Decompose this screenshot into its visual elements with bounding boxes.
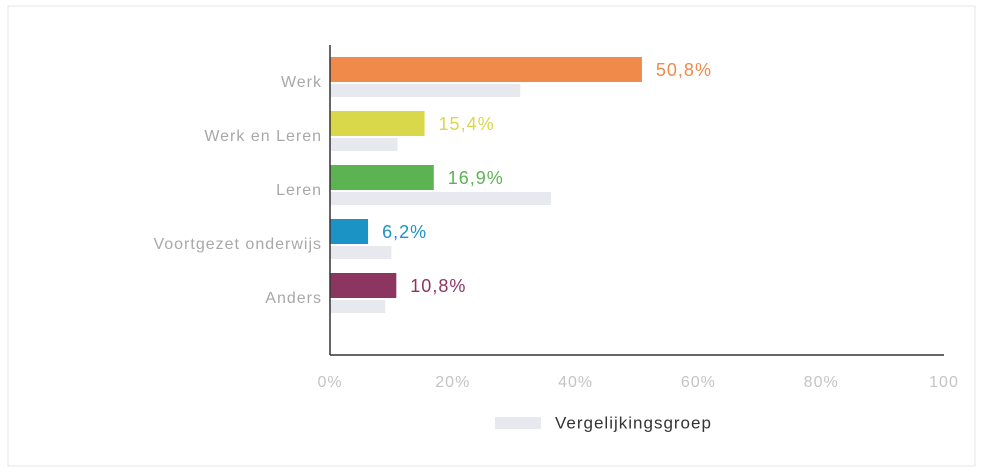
y-tick-label: Werk en Leren [204,128,322,145]
value-label: 50,8% [656,60,712,80]
bar [330,57,642,82]
bar [330,273,397,298]
comparison-bar [330,192,552,205]
value-label: 15,4% [439,114,495,134]
legend-swatch [495,417,541,429]
y-tick-label: Werk [281,74,322,91]
bar [330,165,434,190]
x-tick-label: 60% [681,374,716,391]
x-tick-label: 20% [435,374,470,391]
x-tick-label: 80% [804,374,839,391]
y-tick-label: Voortgezet onderwijs [153,236,322,253]
y-tick-label: Anders [265,290,322,307]
comparison-bar [330,84,521,97]
value-label: 16,9% [448,168,504,188]
x-tick-label: 40% [558,374,593,391]
comparison-bar [330,300,386,313]
value-label: 10,8% [410,276,466,296]
y-tick-label: Leren [276,182,322,199]
legend-label: Vergelijkingsgroep [555,413,712,432]
comparison-bar [330,246,392,259]
frame [7,5,976,467]
value-label: 6,2% [382,222,427,242]
x-tick-label: 0% [317,374,342,391]
comparison-bar [330,138,398,151]
bar [330,111,425,136]
bar [330,219,369,244]
x-tick-label: 100 [929,374,959,391]
